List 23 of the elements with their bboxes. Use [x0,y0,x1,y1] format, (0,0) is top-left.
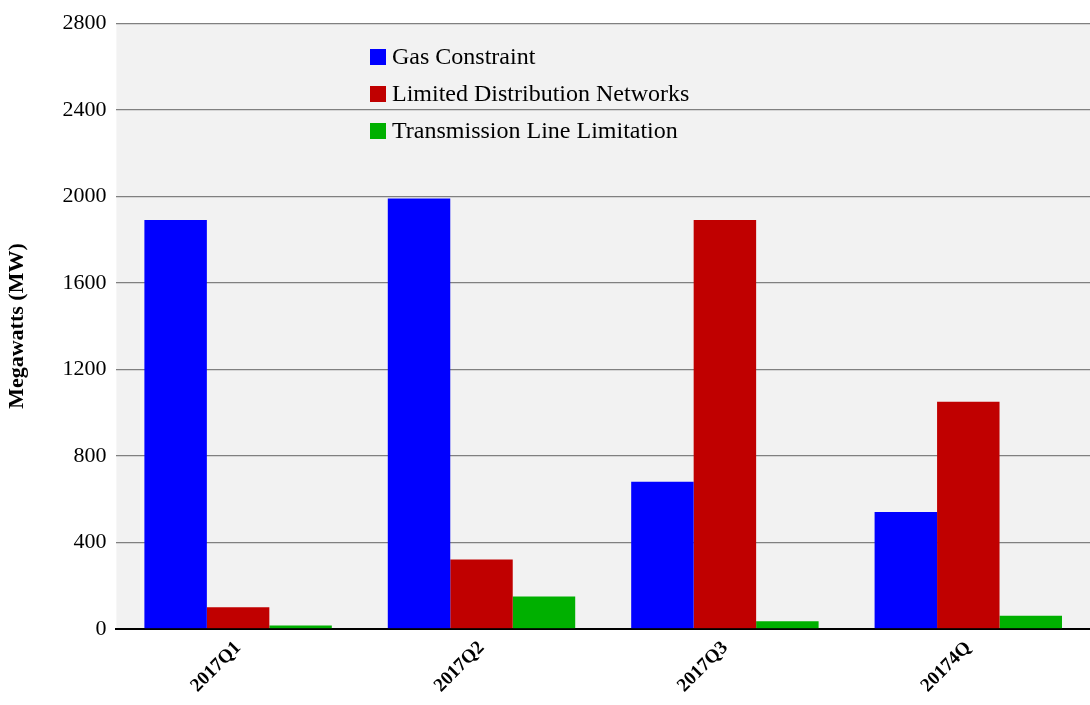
legend-label: Transmission Line Limitation [392,116,678,145]
y-tick-label: 2800 [62,8,107,34]
y-tick-label: 1200 [62,355,107,381]
y-axis-title: Megawatts (MW) [2,243,28,409]
bar [512,596,576,629]
bar [874,512,938,629]
y-tick-label: 400 [73,528,107,554]
bar [387,198,451,629]
y-tick-label: 2000 [62,182,107,208]
bar [999,615,1063,629]
bar [206,607,270,629]
bar [693,220,757,629]
y-tick-label: 2400 [62,95,107,121]
bar [937,401,1000,629]
y-tick-label: 0 [95,614,107,640]
bar [631,481,694,629]
bar [756,621,819,629]
legend-label: Gas Constraint [392,42,536,71]
bar [450,559,513,629]
legend-label: Limited Distribution Networks [392,79,690,108]
y-tick-label: 800 [73,441,107,467]
y-tick-label: 1600 [62,268,107,294]
bar [144,220,207,629]
